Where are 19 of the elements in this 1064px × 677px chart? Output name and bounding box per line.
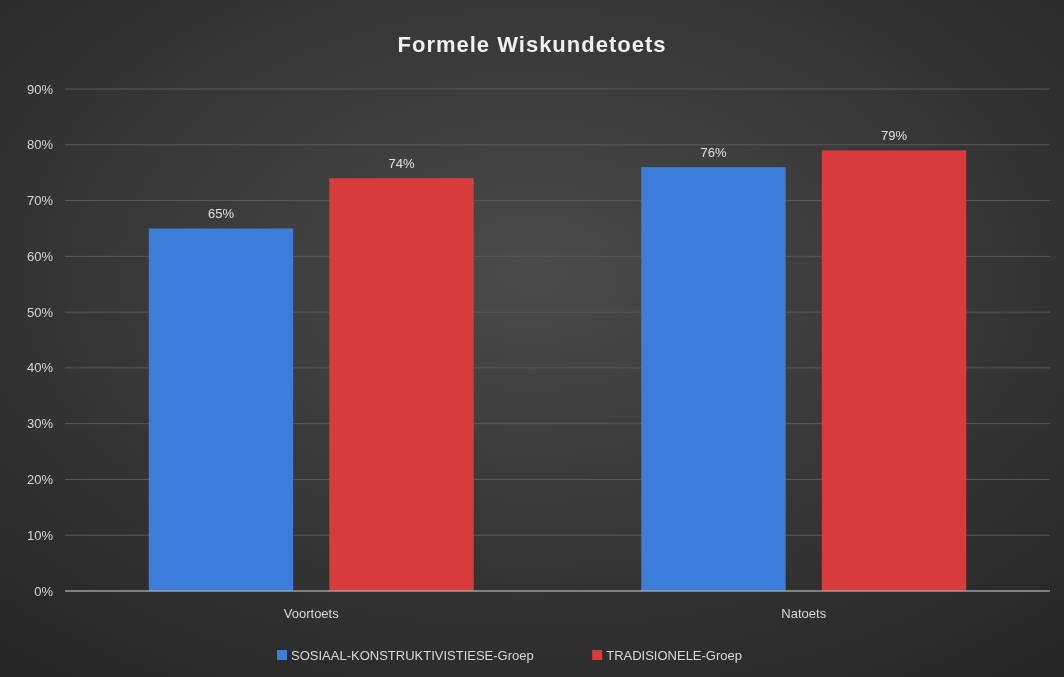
data-label: 74%	[388, 156, 415, 172]
y-tick-label: 50%	[26, 304, 54, 320]
y-tick-label: 90%	[26, 81, 54, 97]
data-label: 65%	[207, 206, 235, 222]
y-tick-label: 10%	[26, 527, 54, 543]
chart-title: Formele Wiskundetoets	[397, 32, 667, 57]
y-tick-label: 20%	[26, 471, 54, 487]
x-tick-label: Natoets	[781, 606, 827, 621]
y-tick-label: 40%	[26, 360, 54, 376]
y-tick-label: 30%	[26, 416, 54, 432]
y-tick-label: 60%	[26, 248, 54, 264]
legend-label: TRADISIONELE-Groep	[606, 647, 743, 663]
x-tick-label: Voortoets	[283, 606, 340, 621]
y-tick-label: 80%	[26, 137, 54, 153]
y-tick-label: 0%	[34, 583, 54, 599]
data-label: 79%	[881, 128, 908, 144]
legend-label: SOSIAAL-KONSTRUKTIVISTIESE-Groep	[291, 647, 534, 663]
y-tick-label: 70%	[26, 193, 54, 209]
data-label: 76%	[700, 145, 727, 161]
